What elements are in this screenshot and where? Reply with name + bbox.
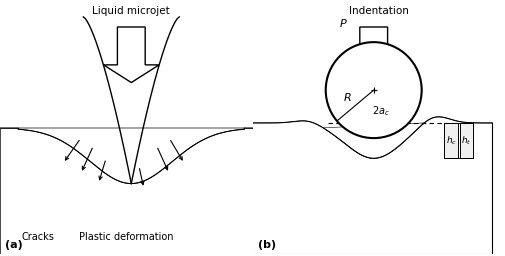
Text: Indentation: Indentation (349, 6, 409, 16)
Text: $h_c$: $h_c$ (446, 134, 457, 147)
Text: Plastic deformation: Plastic deformation (79, 232, 174, 242)
Text: R: R (343, 93, 351, 103)
Text: $2a_c$: $2a_c$ (372, 104, 390, 118)
Polygon shape (0, 128, 252, 254)
Text: P: P (340, 19, 347, 29)
Circle shape (326, 42, 422, 138)
Text: (a): (a) (5, 240, 23, 250)
Polygon shape (18, 128, 244, 184)
Bar (444, 123, 459, 158)
Polygon shape (346, 27, 401, 78)
Text: (b): (b) (258, 240, 276, 250)
Bar (460, 123, 474, 158)
Polygon shape (252, 117, 492, 254)
Polygon shape (323, 123, 424, 158)
Polygon shape (104, 27, 159, 82)
Text: Cracks: Cracks (21, 232, 55, 242)
Text: Liquid microjet: Liquid microjet (92, 6, 170, 16)
Text: $h_t$: $h_t$ (461, 134, 472, 147)
